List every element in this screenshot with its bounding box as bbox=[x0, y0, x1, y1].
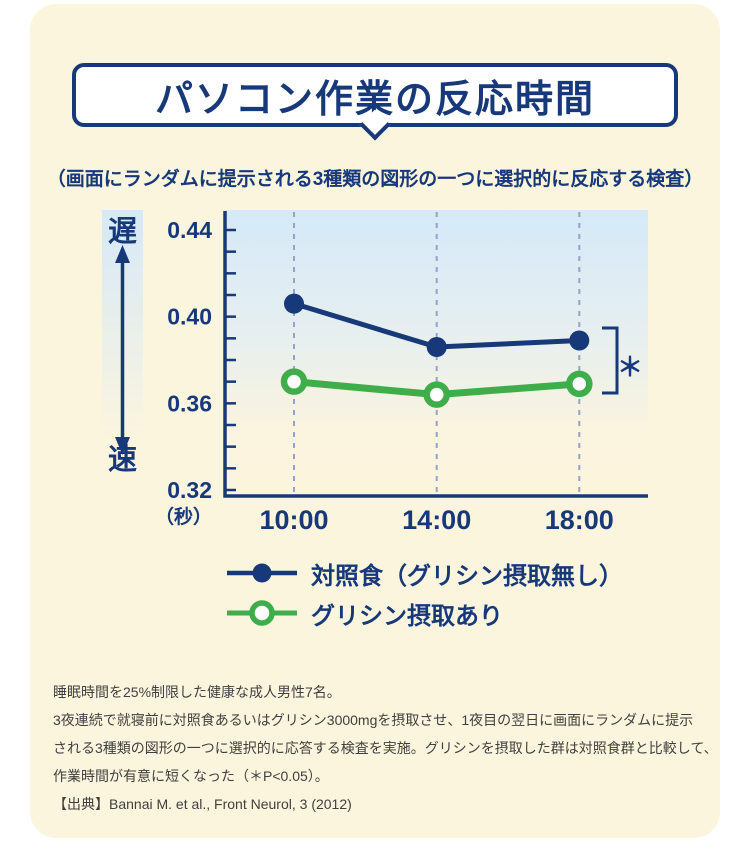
legend-marker-glycine-icon bbox=[227, 600, 297, 626]
y-tick-label: 0.32 bbox=[167, 477, 212, 503]
y-tick-label: 0.36 bbox=[167, 390, 212, 416]
legend-item-control: 対照食（グリシン摂取無し） bbox=[225, 556, 623, 590]
x-tick-label: 10:00 bbox=[259, 505, 328, 535]
chart-subtitle: （画面にランダムに提示される3種類の図形の一つに選択的に反応する検査） bbox=[46, 169, 704, 190]
y-tick-label: 0.44 bbox=[167, 217, 212, 243]
content-card: パソコン作業の反応時間 （画面にランダムに提示される3種類の図形の一つに選択的に… bbox=[30, 4, 720, 838]
footnote: 睡眠時間を25%制限した健康な成人男性7名。 3夜連続で就寝前に対照食あるいはグ… bbox=[53, 678, 718, 818]
y-unit-label: （秒） bbox=[155, 505, 212, 528]
legend-label-glycine: グリシン摂取あり bbox=[311, 602, 503, 630]
reaction-time-chart: 遅速0.440.400.360.32（秒） 10:00 14:00 18:00＊ bbox=[102, 210, 648, 535]
chart-area: 遅速 0.44 0.40 0.36 0.32 （秒） 10:00 14:00 18:00 ＊ bbox=[90, 205, 710, 535]
significance-asterisk: ＊ bbox=[617, 352, 643, 382]
axes bbox=[223, 211, 648, 498]
footnote-line-4: 作業時間が有意に短くなった（＊P<0.05）。 bbox=[53, 768, 329, 784]
footnote-line-5: 【出典】Bannai M. et al., Front Neurol, 3 (2… bbox=[53, 796, 352, 812]
legend: 対照食（グリシン摂取無し） グリシン摂取あり bbox=[225, 556, 623, 636]
footnote-line-3: される3種類の図形の一つに選択的に応答する検査を実施。グリシンを摂取した群は対照… bbox=[53, 740, 718, 756]
legend-item-glycine: グリシン摂取あり bbox=[225, 596, 623, 630]
slow-label: 遅 bbox=[108, 216, 137, 248]
series-glycine bbox=[280, 368, 593, 408]
x-tick-label: 14:00 bbox=[402, 505, 471, 535]
title-box: パソコン作業の反応時間 bbox=[72, 63, 678, 141]
significance-bracket bbox=[602, 326, 619, 395]
x-tick-label: 18:00 bbox=[545, 505, 614, 535]
gridlines bbox=[293, 212, 581, 494]
legend-label-control: 対照食（グリシン摂取無し） bbox=[311, 562, 623, 590]
series-control bbox=[284, 293, 590, 358]
slow-fast-arrow-icon bbox=[115, 245, 130, 455]
footnote-line-2: 3夜連続で就寝前に対照食あるいはグリシン3000mgを摂取させ、1夜目の翌日に画… bbox=[53, 712, 694, 728]
footnote-line-1: 睡眠時間を25%制限した健康な成人男性7名。 bbox=[53, 684, 341, 700]
y-tick-label: 0.40 bbox=[167, 304, 212, 330]
legend-marker-control-icon bbox=[227, 563, 297, 583]
